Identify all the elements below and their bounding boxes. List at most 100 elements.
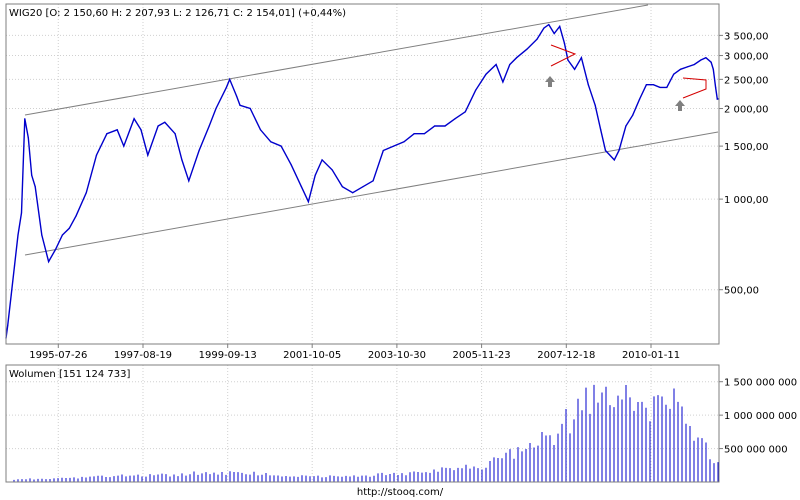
price-point bbox=[208, 125, 210, 127]
upper-trend-line bbox=[24, 4, 649, 116]
price-point bbox=[413, 133, 415, 135]
triangle-pattern-2008 bbox=[550, 44, 577, 67]
price-point bbox=[140, 129, 142, 131]
price-point bbox=[7, 324, 9, 327]
price-point bbox=[225, 86, 227, 89]
price-point bbox=[27, 137, 29, 139]
price-point bbox=[259, 129, 262, 131]
price-point bbox=[716, 98, 718, 100]
price-point bbox=[632, 114, 634, 116]
price-y-tick-label: 2 000,00 bbox=[724, 105, 769, 116]
price-point bbox=[362, 186, 364, 188]
x-tick-label: 2005-11-23 bbox=[453, 350, 511, 361]
price-y-axis: 500,00 1 000,00 1 500,00 2 000,00 2 500,00 3 … bbox=[719, 31, 769, 297]
price-point bbox=[48, 260, 50, 263]
price-point bbox=[85, 192, 87, 194]
footer-url: http://stooq.com/ bbox=[357, 487, 444, 498]
price-point bbox=[54, 248, 57, 251]
volume-y-tick-label: 1 500 000 000 bbox=[724, 378, 797, 389]
price-point bbox=[423, 133, 425, 135]
price-point bbox=[710, 61, 712, 63]
price-y-tick-label: 500,00 bbox=[724, 286, 759, 297]
price-point bbox=[382, 149, 384, 152]
price-point bbox=[715, 86, 717, 89]
price-point bbox=[106, 133, 108, 135]
price-point bbox=[17, 234, 19, 236]
price-point bbox=[700, 59, 702, 61]
price-point bbox=[548, 24, 550, 26]
volume-title: Wolumen [151 124 733] bbox=[9, 369, 130, 380]
price-point bbox=[553, 32, 555, 35]
price-point bbox=[434, 125, 436, 127]
price-point bbox=[403, 141, 405, 143]
price-point bbox=[10, 294, 12, 296]
price-point bbox=[502, 81, 504, 83]
price-point bbox=[600, 129, 602, 131]
price-point bbox=[133, 118, 135, 120]
price-point bbox=[123, 145, 125, 147]
x-tick-label: 2001-10-05 bbox=[283, 350, 341, 361]
price-point bbox=[686, 66, 688, 68]
price-point bbox=[198, 149, 200, 152]
price-point bbox=[594, 104, 596, 106]
price-point bbox=[372, 180, 374, 182]
price-point bbox=[68, 227, 70, 229]
price-point bbox=[24, 118, 26, 120]
price-point bbox=[464, 111, 466, 113]
price-point bbox=[563, 42, 565, 44]
price-point bbox=[536, 38, 538, 40]
price-point bbox=[352, 192, 354, 194]
price-point bbox=[280, 145, 282, 147]
price-panel-frame bbox=[5, 3, 720, 345]
up-arrow-icon bbox=[675, 100, 685, 111]
price-point bbox=[300, 186, 303, 188]
volume-y-tick-label: 500 000 000 bbox=[724, 445, 788, 456]
price-point bbox=[75, 215, 77, 217]
x-axis: 1995-07-26 1997-08-19 1999-09-13 2001-10-05… bbox=[29, 344, 680, 361]
price-point bbox=[705, 57, 707, 59]
price-y-tick-label: 1 500,00 bbox=[724, 142, 769, 153]
price-gridlines bbox=[6, 4, 719, 482]
volume-gridlines bbox=[6, 381, 719, 450]
price-point bbox=[331, 169, 333, 171]
price-y-tick-label: 3 000,00 bbox=[724, 52, 769, 63]
price-point bbox=[215, 107, 217, 110]
price-point bbox=[509, 63, 511, 66]
price-point bbox=[495, 63, 497, 66]
price-point bbox=[625, 125, 627, 127]
price-point bbox=[34, 186, 36, 188]
price-point bbox=[618, 149, 620, 152]
price-point bbox=[95, 154, 98, 156]
price-point bbox=[314, 174, 316, 176]
price-point bbox=[604, 149, 607, 152]
price-point bbox=[147, 154, 149, 156]
price-point bbox=[659, 86, 661, 89]
price-point bbox=[454, 118, 456, 120]
x-tick-label: 1999-09-13 bbox=[199, 350, 257, 361]
price-point bbox=[61, 234, 64, 236]
price-y-tick-label: 3 500,00 bbox=[724, 31, 769, 42]
price-point bbox=[652, 84, 654, 86]
price-point bbox=[645, 84, 648, 86]
price-point bbox=[580, 57, 583, 59]
price-point bbox=[307, 201, 309, 203]
triangle-pattern-2011 bbox=[682, 77, 707, 99]
price-point bbox=[157, 125, 159, 127]
price-y-tick-label: 2 500,00 bbox=[724, 75, 769, 86]
price-point bbox=[559, 25, 561, 27]
price-point bbox=[526, 48, 528, 50]
price-y-tick-label: 1 000,00 bbox=[724, 195, 769, 206]
price-point bbox=[543, 27, 545, 29]
volume-panel-frame bbox=[5, 364, 720, 483]
price-point bbox=[574, 68, 576, 70]
price-point bbox=[41, 234, 43, 236]
price-point bbox=[20, 212, 23, 214]
price-point bbox=[393, 145, 395, 147]
x-tick-label: 1995-07-26 bbox=[29, 350, 87, 361]
x-tick-label: 2007-12-18 bbox=[537, 350, 595, 361]
price-point bbox=[174, 133, 176, 135]
price-point bbox=[290, 164, 292, 166]
volume-y-axis: 500 000 000 1 000 000 000 1 500 000 000 bbox=[719, 378, 797, 456]
up-arrow-icon bbox=[545, 76, 555, 87]
x-tick-label: 2003-10-30 bbox=[368, 350, 426, 361]
